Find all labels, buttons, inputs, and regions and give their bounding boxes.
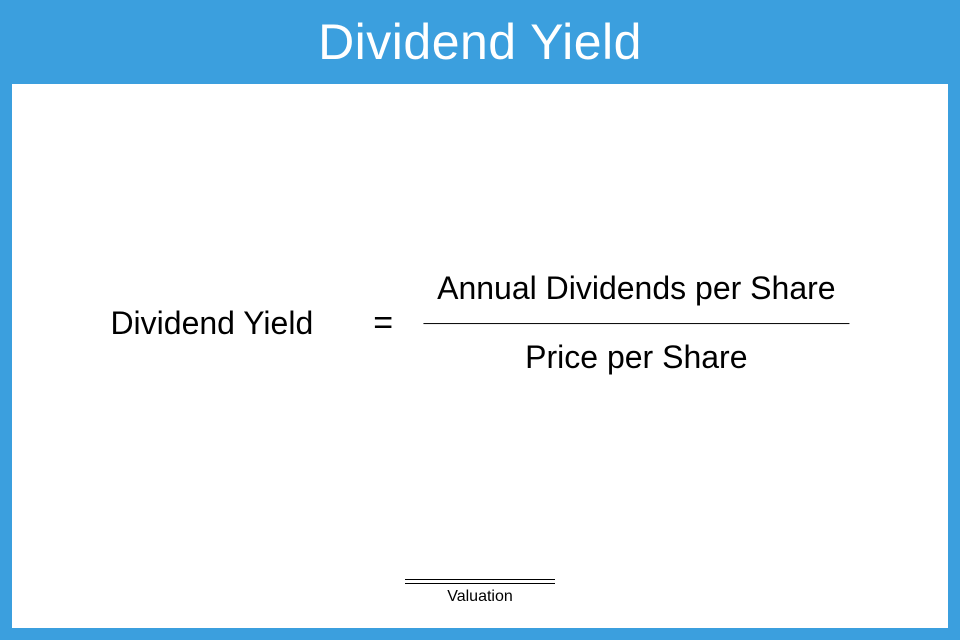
formula-lhs: Dividend Yield xyxy=(110,305,373,342)
footer-rule-bottom xyxy=(405,583,555,584)
formula-numerator: Annual Dividends per Share xyxy=(423,257,849,322)
slide-title: Dividend Yield xyxy=(318,13,642,71)
slide-header: Dividend Yield xyxy=(0,0,960,84)
formula: Dividend Yield = Annual Dividends per Sh… xyxy=(110,257,849,389)
slide-frame: Dividend Yield Dividend Yield = Annual D… xyxy=(0,0,960,640)
footer-label: Valuation xyxy=(405,588,555,606)
formula-denominator: Price per Share xyxy=(511,324,761,389)
equals-sign: = xyxy=(373,304,423,343)
slide-footer: Valuation xyxy=(405,579,555,606)
formula-fraction: Annual Dividends per Share Price per Sha… xyxy=(423,257,849,389)
slide-body-wrap: Dividend Yield = Annual Dividends per Sh… xyxy=(0,84,960,640)
footer-rule-top xyxy=(405,579,555,580)
slide-body: Dividend Yield = Annual Dividends per Sh… xyxy=(12,84,948,628)
